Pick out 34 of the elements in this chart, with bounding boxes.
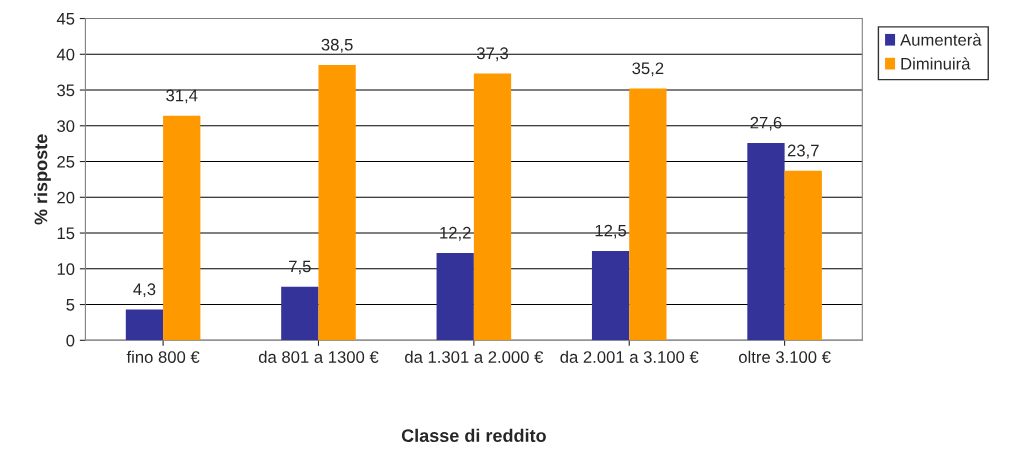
y-tick-label: 40: [56, 48, 75, 61]
y-tick-label: 35: [57, 84, 75, 97]
bar: [281, 286, 319, 341]
y-tick-label: 45: [56, 13, 75, 25]
data-label: 38,5: [321, 38, 353, 53]
y-tick-label: 25: [57, 155, 75, 168]
data-label: 35,2: [632, 62, 664, 77]
data-label: 31,4: [166, 89, 198, 104]
bar: [163, 115, 201, 341]
x-axis-title: Classe di reddito: [401, 428, 546, 443]
y-tick-label: 0: [66, 334, 75, 347]
x-tick-label: oltre 3.100 €: [738, 350, 831, 363]
legend-label: Aumenterà: [900, 33, 982, 46]
bar: [473, 73, 512, 341]
x-tick-label: da 2.001 a 3.100 €: [560, 350, 699, 363]
y-tick-label: 5: [66, 299, 75, 311]
bar: [591, 250, 630, 341]
data-label: 4,3: [133, 283, 156, 298]
y-tick-label: 15: [57, 227, 75, 240]
y-axis-title: % risposte: [34, 134, 51, 225]
y-tick-label: 30: [57, 120, 75, 132]
x-tick-label: da 1.301 a 2.000 €: [405, 350, 544, 363]
x-tick-label: fino 800 €: [126, 350, 200, 363]
legend-label: Diminuirà: [901, 57, 971, 70]
bar: [747, 142, 785, 341]
bar: [436, 253, 474, 341]
bar: [125, 309, 164, 341]
bar: [784, 170, 822, 341]
y-tick-label: 20: [57, 191, 75, 204]
y-tick-label: 10: [57, 263, 75, 275]
x-tick-label: da 801 a 1300 €: [258, 350, 379, 363]
bar: [318, 65, 356, 341]
data-label: 23,7: [787, 144, 819, 159]
bar: [629, 88, 667, 341]
